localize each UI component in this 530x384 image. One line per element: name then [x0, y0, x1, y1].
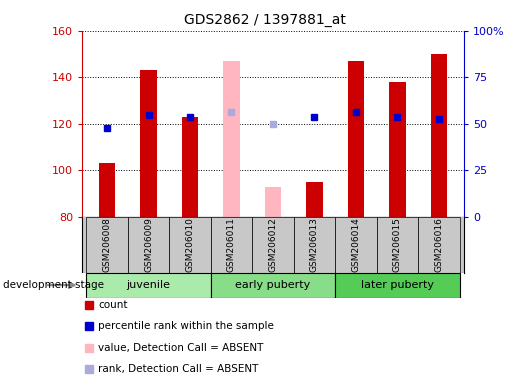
- Bar: [306, 182, 323, 217]
- Text: GSM206016: GSM206016: [435, 217, 444, 272]
- Text: GSM206009: GSM206009: [144, 217, 153, 272]
- Bar: [252, 217, 294, 273]
- Bar: [211, 217, 252, 273]
- Bar: [140, 70, 157, 217]
- Text: juvenile: juvenile: [127, 280, 171, 290]
- Bar: [335, 217, 377, 273]
- Text: GSM206015: GSM206015: [393, 217, 402, 272]
- Bar: [128, 217, 169, 273]
- Bar: [223, 61, 240, 217]
- Bar: [377, 217, 418, 273]
- Bar: [335, 273, 460, 298]
- Text: GSM206013: GSM206013: [310, 217, 319, 272]
- Bar: [169, 217, 211, 273]
- Text: GSM206008: GSM206008: [102, 217, 111, 272]
- Text: percentile rank within the sample: percentile rank within the sample: [98, 321, 274, 331]
- Bar: [264, 187, 281, 217]
- Text: rank, Detection Call = ABSENT: rank, Detection Call = ABSENT: [98, 364, 259, 374]
- Text: development stage: development stage: [3, 280, 104, 290]
- Text: GSM206010: GSM206010: [186, 217, 195, 272]
- Bar: [389, 82, 405, 217]
- Bar: [86, 217, 128, 273]
- Bar: [294, 217, 335, 273]
- Text: later puberty: later puberty: [361, 280, 434, 290]
- Text: GSM206014: GSM206014: [351, 217, 360, 272]
- Text: GSM206011: GSM206011: [227, 217, 236, 272]
- Text: count: count: [98, 300, 128, 310]
- Bar: [211, 273, 335, 298]
- Text: value, Detection Call = ABSENT: value, Detection Call = ABSENT: [98, 343, 263, 353]
- Bar: [430, 54, 447, 217]
- Text: GDS2862 / 1397881_at: GDS2862 / 1397881_at: [184, 13, 346, 27]
- Bar: [182, 117, 198, 217]
- Bar: [86, 273, 211, 298]
- Text: GSM206012: GSM206012: [269, 217, 277, 272]
- Text: early puberty: early puberty: [235, 280, 311, 290]
- Bar: [348, 61, 364, 217]
- Bar: [99, 164, 116, 217]
- Bar: [418, 217, 460, 273]
